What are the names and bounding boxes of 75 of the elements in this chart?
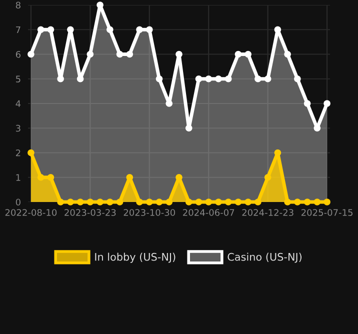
point xyxy=(195,198,202,206)
point xyxy=(294,75,301,82)
point xyxy=(244,198,252,206)
point xyxy=(67,26,74,34)
point xyxy=(254,75,262,82)
point xyxy=(294,198,301,206)
point xyxy=(86,50,94,58)
point xyxy=(57,75,64,82)
point xyxy=(264,75,272,82)
point xyxy=(146,198,153,206)
point xyxy=(195,75,202,82)
point xyxy=(274,26,282,34)
point xyxy=(224,198,232,206)
point xyxy=(176,50,182,58)
point xyxy=(106,26,114,34)
point xyxy=(136,198,143,206)
y-tick-label: 5 xyxy=(16,76,20,82)
y-tick-label: 7 xyxy=(16,26,20,34)
y-tick-label: 2 xyxy=(16,149,20,156)
point xyxy=(244,50,252,58)
point xyxy=(185,198,192,206)
point xyxy=(57,198,64,206)
point xyxy=(86,198,94,206)
point xyxy=(37,26,44,34)
point xyxy=(156,75,163,82)
point xyxy=(37,174,44,181)
point xyxy=(126,50,134,58)
point xyxy=(67,198,74,206)
point xyxy=(264,174,272,181)
point xyxy=(156,198,163,206)
point xyxy=(116,50,124,58)
point xyxy=(224,75,232,82)
point xyxy=(47,26,54,34)
x-tick-label: 2022-08-10 xyxy=(5,209,57,216)
y-tick-label: 6 xyxy=(16,50,20,58)
point xyxy=(106,198,114,206)
point xyxy=(185,124,192,132)
y-tick-label: 0 xyxy=(16,198,20,206)
point xyxy=(205,75,212,82)
point xyxy=(215,198,222,206)
point xyxy=(116,198,124,206)
legend-label: In lobby (US-NJ) xyxy=(95,252,176,263)
point xyxy=(234,50,242,58)
point xyxy=(96,198,104,206)
y-tick-label: 8 xyxy=(16,2,20,9)
y-tick-label: 1 xyxy=(16,174,20,181)
point xyxy=(274,149,282,156)
point xyxy=(284,198,291,206)
point xyxy=(324,100,330,107)
point xyxy=(324,198,330,206)
point xyxy=(205,198,212,206)
point xyxy=(166,100,173,107)
point xyxy=(28,149,34,156)
point xyxy=(166,198,173,206)
point xyxy=(76,198,84,206)
point xyxy=(28,50,34,58)
y-tick-label: 3 xyxy=(16,124,20,132)
point xyxy=(314,198,321,206)
legend-label: Casino (US-NJ) xyxy=(228,252,302,263)
x-tick-label: 2025-07-15 xyxy=(301,209,352,216)
point xyxy=(215,75,222,82)
x-tick-label: 2023-10-30 xyxy=(124,209,176,216)
x-tick-label: 2023-03-23 xyxy=(64,209,116,216)
point xyxy=(234,198,242,206)
y-tick-label: 4 xyxy=(16,100,21,107)
point xyxy=(146,26,153,34)
point xyxy=(284,50,291,58)
point xyxy=(136,26,143,34)
point xyxy=(96,2,104,8)
point xyxy=(304,100,311,107)
x-tick-label: 2024-06-07 xyxy=(183,209,234,216)
point xyxy=(47,174,54,181)
point xyxy=(254,198,262,206)
point xyxy=(304,198,311,206)
x-tick-label: 2024-12-23 xyxy=(242,209,294,216)
